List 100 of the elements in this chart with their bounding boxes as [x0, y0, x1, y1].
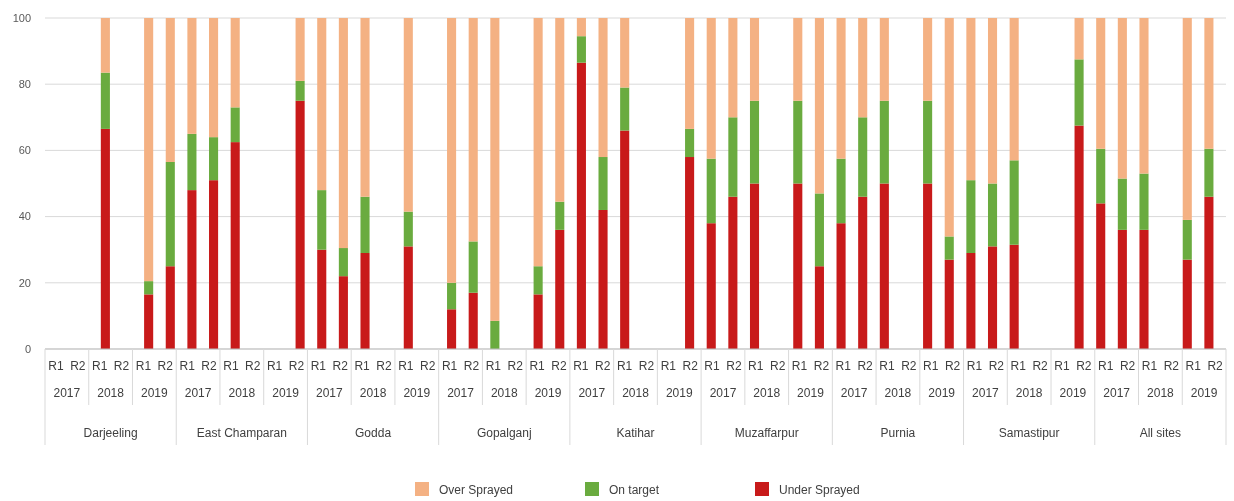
x-tick-label: R2 — [901, 359, 917, 373]
x-tick-label: R1 — [485, 359, 502, 373]
bar — [187, 18, 197, 134]
bar — [1096, 203, 1106, 349]
bar — [209, 180, 219, 349]
x-tick-label: R1 — [48, 359, 64, 373]
bar — [1117, 178, 1127, 230]
y-tick-label: 80 — [18, 78, 31, 91]
bar — [576, 18, 586, 37]
bar — [576, 62, 586, 349]
bar — [620, 18, 630, 88]
bar — [836, 158, 846, 224]
bar — [209, 137, 219, 181]
x-tick-label: R2 — [1207, 359, 1224, 373]
bar — [814, 193, 824, 267]
x-tick-label: R1 — [398, 359, 414, 373]
text: 2018 — [97, 386, 125, 400]
bar — [230, 18, 240, 108]
text: 2017 — [1103, 386, 1131, 400]
bar — [1009, 18, 1019, 161]
bar — [749, 18, 760, 101]
bar — [468, 18, 478, 242]
text: 2017 — [972, 386, 1000, 400]
bar — [598, 18, 608, 158]
x-tick-label: R1 — [660, 359, 677, 373]
bar — [923, 183, 933, 349]
text: 2017 — [447, 386, 475, 400]
x-tick-label: R2 — [288, 359, 305, 373]
bar — [858, 117, 868, 197]
x-tick-label: R1 — [923, 359, 939, 373]
x-tick-label: R2 — [857, 359, 874, 373]
x-tick-label: R1 — [266, 359, 283, 373]
x-tick-label: R2 — [332, 359, 349, 373]
bar — [468, 241, 478, 293]
bar — [685, 157, 695, 349]
bar — [814, 18, 824, 194]
y-tick-label: 40 — [18, 210, 31, 223]
bar — [987, 246, 998, 349]
x-tick-label: R1 — [441, 359, 458, 373]
bar — [1074, 18, 1084, 60]
bar — [858, 196, 868, 349]
text: Samastipur — [998, 426, 1060, 440]
text: 2017 — [709, 386, 737, 400]
bar — [338, 18, 348, 249]
text: Purnia — [880, 426, 916, 440]
text: 2018 — [1015, 386, 1043, 400]
bar — [620, 87, 630, 131]
x-tick-label: R2 — [988, 359, 1005, 373]
y-tick-label: 100 — [12, 11, 31, 24]
x-tick-label: R1 — [1098, 359, 1114, 373]
bar — [923, 100, 933, 184]
bar — [230, 107, 240, 143]
text: 2019 — [272, 386, 300, 400]
x-tick-label: R2 — [1032, 359, 1049, 373]
text: Muzaffarpur — [734, 426, 799, 440]
text: 2017 — [53, 386, 81, 400]
bar — [706, 223, 716, 349]
bar — [144, 281, 154, 295]
x-tick-label: R2 — [944, 359, 961, 373]
bar — [165, 266, 175, 349]
bar — [317, 18, 327, 191]
bar — [533, 18, 543, 267]
text: 2019 — [797, 386, 825, 400]
bar — [879, 18, 889, 101]
text: 2017 — [840, 386, 868, 400]
bar — [1074, 59, 1084, 126]
bar — [685, 128, 695, 158]
x-tick-label: R1 — [573, 359, 589, 373]
x-tick-label: R1 — [616, 359, 633, 373]
bar — [749, 100, 760, 184]
bar — [490, 320, 500, 349]
x-tick-label: R1 — [529, 359, 546, 373]
x-tick-label: R2 — [1076, 359, 1092, 373]
bar — [879, 100, 889, 184]
text: 2019 — [928, 386, 956, 400]
text: 2019 — [534, 386, 562, 400]
bar — [1009, 160, 1019, 245]
bar — [836, 223, 846, 349]
text: Gopalganj — [476, 426, 532, 440]
text: 2018 — [359, 386, 387, 400]
bar — [533, 266, 543, 295]
x-tick-label: R2 — [376, 359, 392, 373]
y-tick-label: 20 — [18, 276, 31, 289]
text: 2019 — [1059, 386, 1087, 400]
bar — [165, 18, 175, 162]
bar — [1117, 229, 1127, 349]
bar — [1139, 229, 1149, 349]
bar — [706, 158, 716, 224]
bar — [1204, 18, 1214, 149]
bar — [403, 246, 413, 349]
bar — [360, 253, 370, 349]
x-tick-label: R1 — [310, 359, 327, 373]
bar — [793, 183, 803, 349]
bar — [1117, 18, 1127, 179]
x-tick-label: R2 — [551, 359, 567, 373]
bar — [295, 100, 305, 349]
text: 2018 — [622, 386, 650, 400]
bar — [1182, 259, 1192, 349]
text: All sites — [1139, 426, 1182, 440]
text: 2018 — [490, 386, 518, 400]
